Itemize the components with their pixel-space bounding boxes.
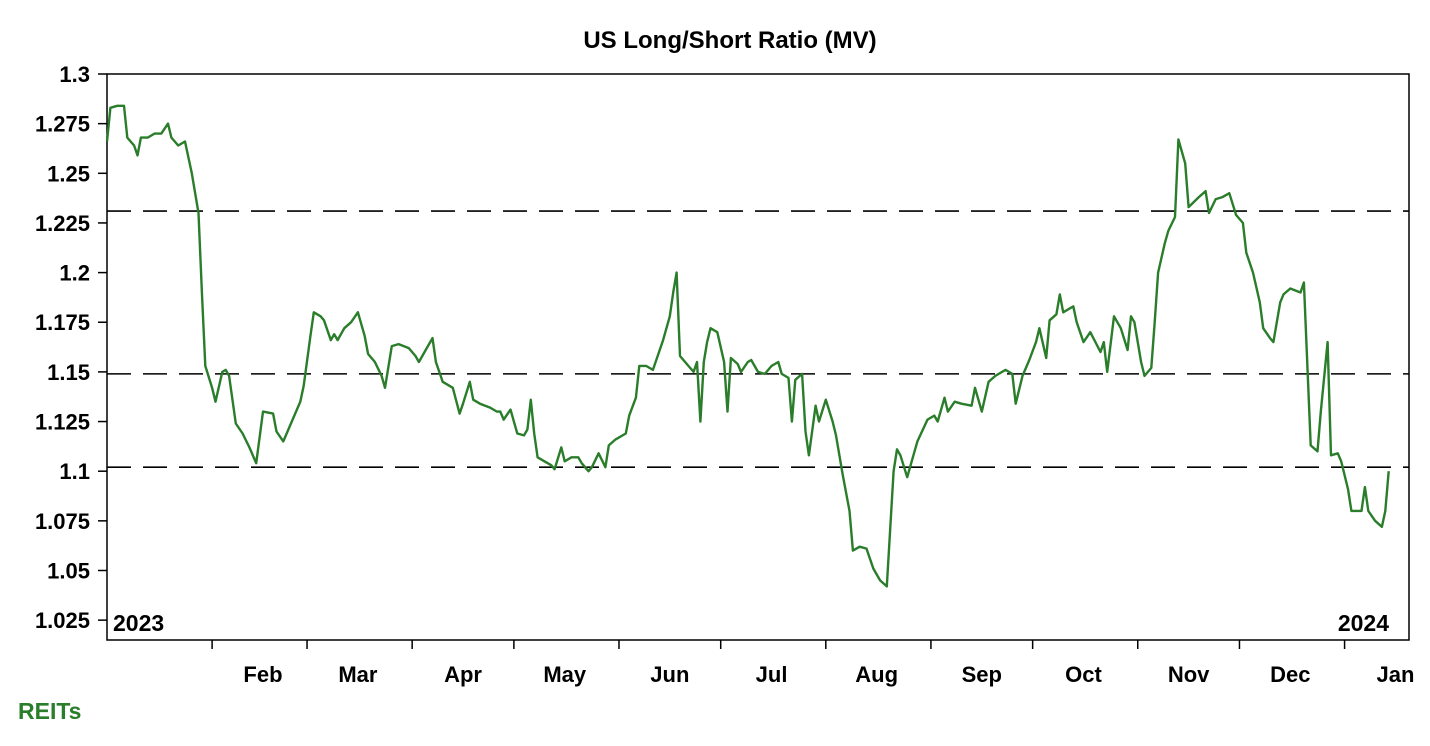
y-tick-label: 1.2 [59,261,90,286]
y-tick-label: 1.225 [35,211,90,236]
y-tick-label: 1.1 [59,459,90,484]
x-tick-label: Feb [243,662,282,687]
x-tick-label: Jul [756,662,788,687]
x-tick-label: Jun [650,662,689,687]
y-tick-label: 1.15 [47,360,90,385]
y-tick-label: 1.25 [47,161,90,186]
y-tick-label: 1.3 [59,62,90,87]
series-name-label: REITs [18,698,81,724]
x-tick-label: Dec [1270,662,1310,687]
x-tick-label: Aug [855,662,898,687]
y-tick-label: 1.125 [35,410,90,435]
x-tick-label: May [543,662,587,687]
x-axis: Feb Mar Apr May Jun Jul Aug Sep Oct Nov Dec Jan [211,640,1414,687]
y-tick-label: 1.175 [35,310,90,335]
series-layer [105,104,1390,588]
year-label-end: 2024 [1338,610,1389,636]
y-tick-label: 1.025 [35,608,90,633]
year-label-start: 2023 [113,610,164,636]
x-tick-label: Apr [444,662,482,687]
y-tick-label: 1.075 [35,509,90,534]
chart-title: US Long/Short Ratio (MV) [583,27,876,54]
x-tick-label: Mar [338,662,378,687]
y-axis: 1.025 1.05 1.075 1.1 1.125 1.15 1.175 1.2 1.225 1… [35,62,107,633]
x-tick-label: Sep [962,662,1002,687]
reference-lines [107,210,1409,469]
plot-area-frame [106,73,1410,641]
x-tick-label: Jan [1376,662,1414,687]
x-tick-label: Oct [1065,662,1102,687]
series-line [105,104,1390,588]
y-tick-label: 1.275 [35,112,90,137]
x-tick-label: Nov [1168,662,1210,687]
y-tick-label: 1.05 [47,558,90,583]
